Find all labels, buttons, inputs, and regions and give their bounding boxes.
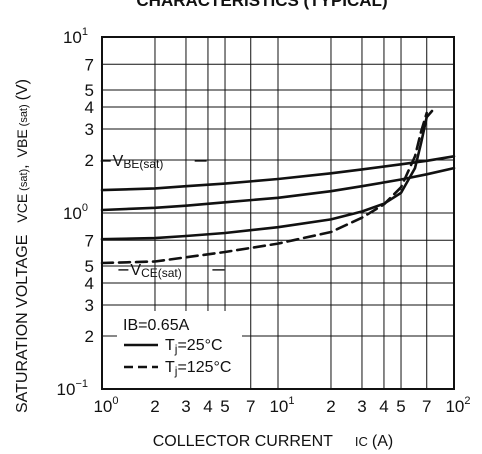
series-vbe-sat--tj-25c — [100, 155, 456, 192]
x-tick-label: 3 — [181, 397, 190, 416]
y-axis-label-prefix: SATURATION VOLTAGE — [14, 235, 31, 413]
y-tick-label: 5 — [85, 81, 94, 100]
y-axis-vbe-sub: (sat) — [18, 104, 30, 126]
curve-label-ce-sat: VCE(sat) — [130, 262, 181, 280]
y-tick-label: 10−1 — [57, 378, 88, 399]
y-tick-label: 4 — [85, 274, 94, 293]
curve-labels: VBE(sat) VCE(sat) — [100, 153, 225, 280]
y-tick-label: 3 — [85, 120, 94, 139]
legend-label: Tj=125°C — [165, 359, 231, 378]
x-tick-label: 102 — [445, 395, 470, 416]
x-axis-label-main: COLLECTOR CURRENT — [153, 433, 333, 450]
x-axis-label: COLLECTOR CURRENT IC (A) — [153, 433, 394, 450]
y-tick-label: 2 — [85, 327, 94, 346]
series-layer — [100, 109, 456, 265]
x-tick-label: 4 — [379, 397, 388, 416]
x-tick-label: 101 — [269, 395, 294, 416]
y-tick-label: 2 — [85, 151, 94, 170]
series-vce-sat--tj-25c — [100, 109, 434, 241]
x-tick-label: 7 — [422, 397, 431, 416]
y-tick-label: 7 — [85, 55, 94, 74]
y-axis-vce-sub: (sat) — [18, 169, 30, 191]
plot-frame — [101, 36, 455, 390]
x-tick-label: 4 — [203, 397, 212, 416]
x-tick-label: 5 — [220, 397, 229, 416]
chart-title: CHARACTERISTICS (TYPICAL) — [136, 0, 387, 10]
y-tick-label: 100 — [63, 202, 88, 223]
y-tick-label: 101 — [63, 26, 88, 47]
condition-label: IB=0.65A — [123, 317, 190, 334]
curve-label-be-sat: VBE(sat) — [113, 153, 164, 171]
y-tick-label: 4 — [85, 98, 94, 117]
x-tick-label: 7 — [246, 397, 255, 416]
y-axis-unit: (V) — [14, 79, 31, 100]
x-tick-label: 100 — [93, 395, 118, 416]
y-tick-label: 7 — [85, 231, 94, 250]
legend-background — [117, 311, 242, 388]
x-tick-label: 2 — [326, 397, 335, 416]
y-axis-sep: , — [14, 164, 31, 168]
x-axis-symbol: IC — [355, 434, 368, 449]
y-axis-vce: VCE — [14, 194, 30, 223]
y-axis-label: SATURATION VOLTAGE VCE (sat), VBE (sat) (V) — [14, 79, 31, 413]
legend-label: Tj=25°C — [165, 337, 223, 356]
x-axis-unit: (A) — [372, 433, 393, 450]
legend: Tj=25°C Tj=125°C — [124, 337, 231, 378]
series-vce-sat--tj-125c — [100, 111, 429, 265]
series-vbe-sat--tj-25c — [100, 166, 456, 212]
x-tick-label: 3 — [357, 397, 366, 416]
y-tick-label: 5 — [85, 257, 94, 276]
y-tick-label: 3 — [85, 296, 94, 315]
y-axis-vbe: VBE — [14, 129, 30, 157]
x-tick-label: 5 — [396, 397, 405, 416]
x-tick-label: 2 — [150, 397, 159, 416]
